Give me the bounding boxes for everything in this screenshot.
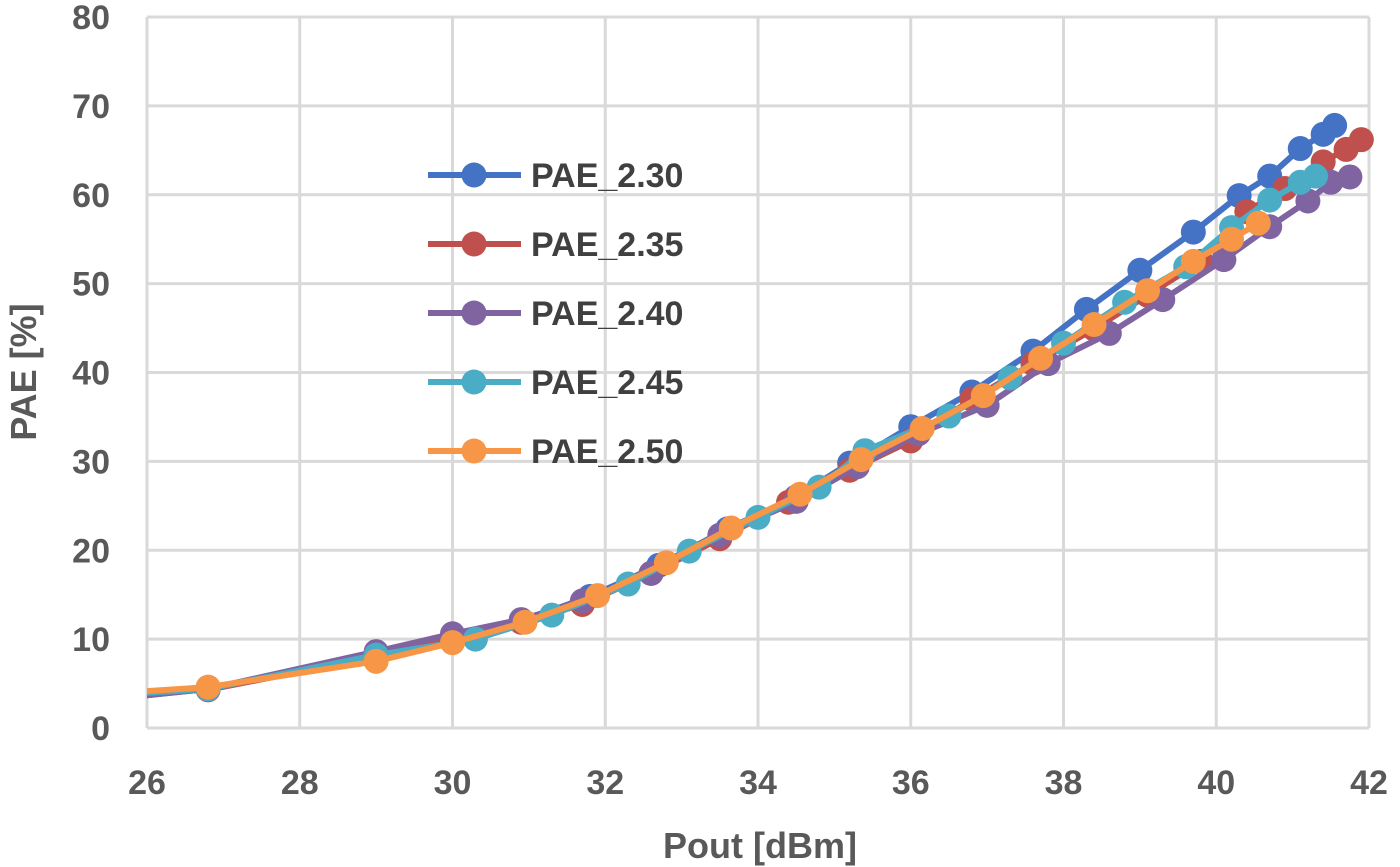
legend-swatch-marker — [461, 438, 487, 464]
data-point — [1081, 312, 1107, 338]
series-line — [147, 173, 1317, 696]
y-tick-label: 40 — [72, 355, 110, 393]
series-pae-2-30 — [147, 112, 1348, 702]
data-point — [787, 481, 813, 507]
x-axis-title: Pout [dBm] — [663, 825, 857, 866]
data-point — [1180, 219, 1206, 245]
data-point — [195, 674, 221, 700]
series-line — [147, 123, 1337, 699]
legend-swatch-marker — [461, 369, 487, 395]
x-tick-label: 30 — [434, 764, 472, 802]
x-tick-label: 36 — [892, 764, 930, 802]
data-point — [1180, 248, 1206, 274]
series-line — [147, 174, 1351, 699]
x-tick-label: 42 — [1350, 764, 1388, 802]
data-point — [1303, 163, 1329, 189]
y-tick-label: 20 — [72, 532, 110, 570]
data-point — [1028, 345, 1054, 371]
data-point — [1211, 247, 1237, 273]
data-point — [1322, 112, 1348, 138]
y-tick-label: 0 — [91, 710, 110, 748]
data-point — [1219, 226, 1245, 252]
x-tick-label: 38 — [1045, 764, 1083, 802]
legend-label: PAE_2.30 — [531, 157, 683, 195]
data-point — [1337, 164, 1363, 190]
data-point — [1257, 187, 1283, 213]
y-tick-label: 30 — [72, 443, 110, 481]
x-tick-label: 40 — [1197, 764, 1235, 802]
series-pae-2-50 — [147, 210, 1271, 700]
data-point — [1348, 127, 1374, 153]
legend-label: PAE_2.35 — [531, 226, 683, 264]
series-line — [147, 137, 1364, 696]
plot-gridlines — [145, 15, 1371, 730]
y-tick-label: 10 — [72, 621, 110, 659]
series-line — [147, 220, 1260, 695]
x-axis-tick-labels: 26 28 30 32 34 36 38 40 42 — [128, 764, 1388, 802]
x-tick-label: 34 — [739, 764, 777, 802]
x-tick-label: 26 — [128, 764, 166, 802]
legend-item: PAE_2.30 — [428, 157, 683, 195]
legend-swatch-marker — [461, 300, 487, 326]
data-point — [440, 630, 465, 656]
data-point — [970, 383, 996, 409]
data-point — [512, 609, 538, 635]
data-point — [1287, 136, 1313, 162]
series-pae-2-45 — [147, 163, 1329, 702]
y-tick-label: 50 — [72, 266, 110, 304]
data-point — [848, 447, 874, 473]
y-axis-title: PAE [%] — [3, 303, 44, 440]
data-point — [909, 415, 935, 441]
data-point — [585, 583, 611, 609]
y-tick-label: 70 — [72, 88, 110, 126]
data-point — [363, 648, 389, 674]
y-tick-label: 80 — [72, 0, 110, 37]
y-tick-label: 60 — [72, 177, 110, 215]
data-point — [718, 515, 744, 541]
x-tick-label: 28 — [281, 764, 319, 802]
legend-label: PAE_2.40 — [531, 295, 683, 333]
legend-item: PAE_2.50 — [428, 433, 683, 471]
series-layer — [147, 112, 1374, 703]
legend-swatch-marker — [461, 231, 487, 257]
data-point — [1135, 278, 1161, 304]
legend-item: PAE_2.40 — [428, 295, 683, 333]
data-point — [1245, 210, 1271, 236]
data-point — [653, 550, 679, 576]
y-axis-tick-labels: 0 10 20 30 40 50 60 70 80 — [72, 0, 110, 748]
legend-item: PAE_2.35 — [428, 226, 683, 264]
legend-label: PAE_2.50 — [531, 433, 683, 471]
legend: PAE_2.30 PAE_2.35 PAE_2.40 PAE_2.45 PAE_2.50 — [428, 157, 683, 471]
x-tick-label: 32 — [586, 764, 624, 802]
legend-label: PAE_2.45 — [531, 364, 683, 402]
legend-item: PAE_2.45 — [428, 364, 683, 402]
data-point — [1127, 257, 1153, 283]
legend-swatch-marker — [461, 162, 487, 188]
